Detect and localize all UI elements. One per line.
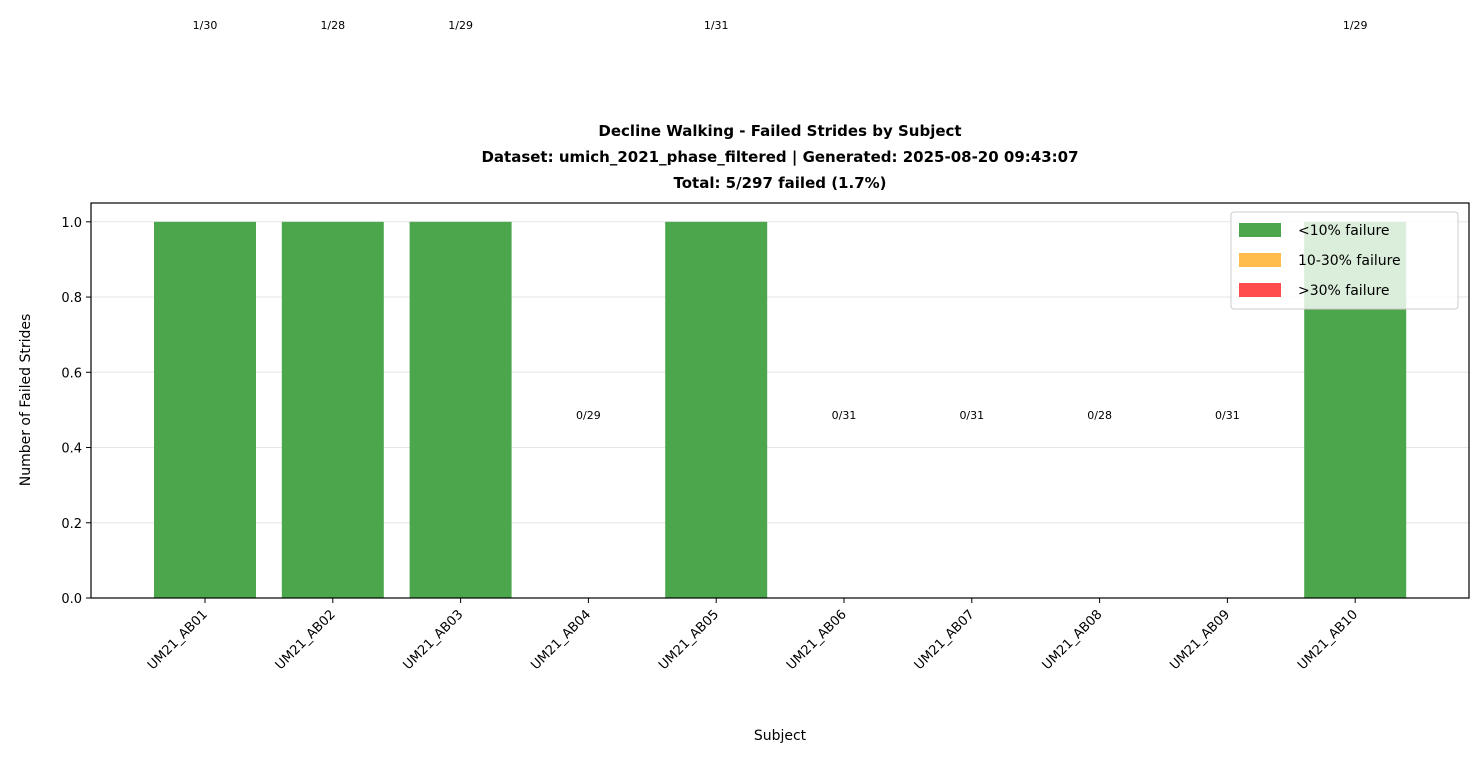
chart-title-line-1: Decline Walking - Failed Strides by Subj… [598, 122, 961, 140]
bar-count-label: 0/28 [1087, 409, 1112, 422]
y-axis-label: Number of Failed Strides [18, 314, 34, 487]
bar-um21-ab01 [154, 221, 256, 599]
bar-count-label: 1/29 [1343, 19, 1368, 32]
y-tick-label: 0.2 [61, 517, 82, 532]
bar-count-label: 0/29 [576, 409, 601, 422]
legend-swatch [1239, 253, 1281, 267]
bar-count-label: 0/31 [832, 409, 857, 422]
bar-um21-ab03 [409, 221, 512, 599]
y-tick-label: 0.8 [61, 291, 82, 306]
y-tick-label: 1.0 [61, 216, 82, 231]
x-tick-label: UM21_AB01 [145, 607, 211, 673]
bar-count-labels: 1/30 1/28 1/29 0/29 1/31 0/31 0/31 0/28 0/31 1/29 [193, 19, 1368, 422]
chart-title-line-3: Total: 5/297 failed (1.7%) [673, 174, 886, 192]
legend-swatch [1239, 283, 1281, 297]
x-tick-label: UM21_AB04 [528, 607, 594, 673]
bar-count-label: 1/30 [193, 19, 218, 32]
bar-um21-ab05 [665, 221, 768, 599]
y-axis: 0.0 0.2 0.4 0.6 0.8 1.0 [61, 216, 91, 607]
bar-um21-ab02 [281, 221, 384, 599]
legend-box [1230, 211, 1459, 310]
y-tick-label: 0.4 [61, 442, 82, 457]
x-tick-label: UM21_AB03 [401, 607, 467, 673]
x-tick-label: UM21_AB06 [784, 607, 850, 673]
bar-count-label: 1/29 [448, 19, 473, 32]
plot-area-frame [90, 202, 1470, 599]
legend-label: 10-30% failure [1298, 253, 1401, 269]
x-axis-label: Subject [754, 728, 807, 744]
bar-count-label: 1/31 [704, 19, 729, 32]
bar-count-label: 1/28 [320, 19, 345, 32]
bar-count-label: 0/31 [1215, 409, 1240, 422]
x-tick-label: UM21_AB09 [1167, 607, 1233, 673]
legend-label: >30% failure [1298, 283, 1390, 299]
legend: <10% failure 10-30% failure >30% failure [1230, 211, 1459, 310]
x-tick-label: UM21_AB07 [912, 607, 978, 673]
legend-swatch [1239, 223, 1281, 237]
x-tick-label: UM21_AB02 [273, 607, 339, 673]
y-tick-label: 0.0 [61, 592, 82, 607]
y-tick-label: 0.6 [61, 366, 82, 381]
x-tick-label: UM21_AB08 [1040, 607, 1106, 673]
x-tick-label: UM21_AB10 [1295, 607, 1361, 673]
chart-title-line-2: Dataset: umich_2021_phase_filtered | Gen… [481, 148, 1078, 167]
x-tick-label: UM21_AB05 [656, 607, 722, 673]
x-axis: UM21_AB01 UM21_AB02 UM21_AB03 UM21_AB04 UM21… [145, 598, 1361, 673]
legend-label: <10% failure [1298, 223, 1390, 239]
bar-count-label: 0/31 [959, 409, 984, 422]
